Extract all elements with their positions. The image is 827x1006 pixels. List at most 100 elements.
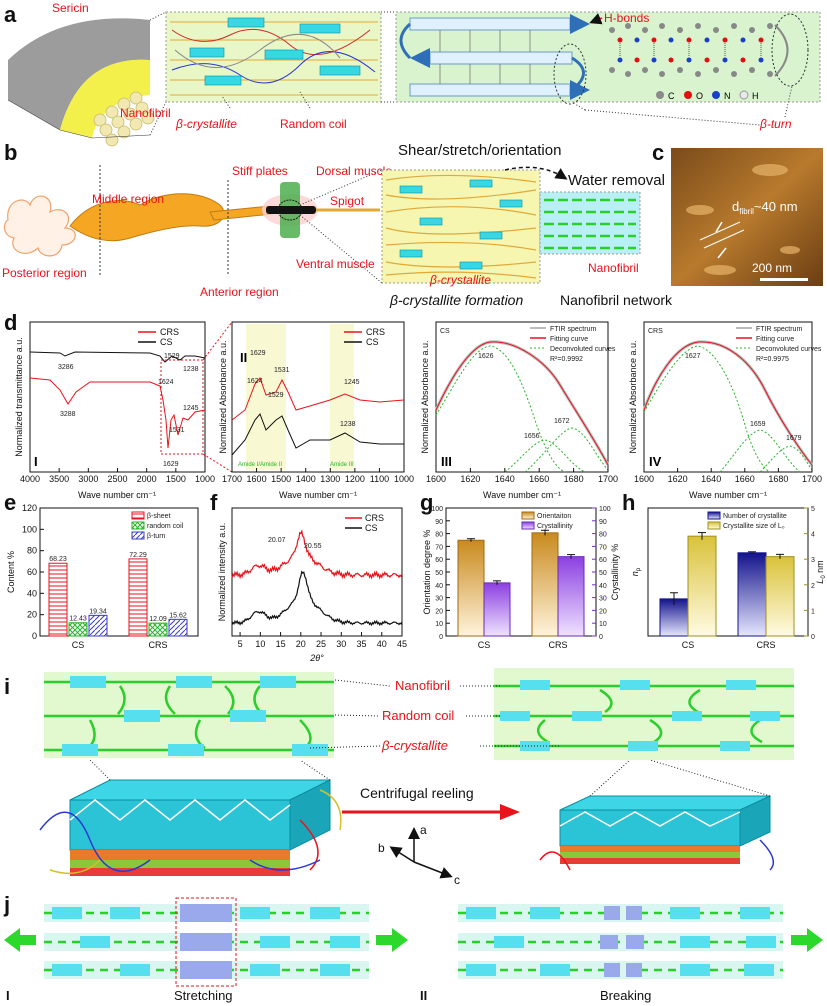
peak-label-cs-f: 20.55 [304,543,322,550]
f-x-tick-label: 30 [336,639,346,649]
roman-j1: I [6,988,10,1003]
stretching-diagram [4,897,408,987]
bar-e-CRS-0 [128,558,148,637]
curve-cs-f [231,570,403,627]
atom-c-label: C [668,91,675,101]
ann-d1-2: 1529 [164,353,180,360]
peak-d3-1: 1656 [524,433,540,440]
panel-letter-d: d [4,310,17,335]
ann-d1-0: 3286 [58,364,74,371]
legend-cs-f: CS [365,523,378,533]
ylabel-left-h: np [630,567,642,576]
atom-h-dot [739,90,749,100]
label-breaking: Breaking [600,988,651,1003]
chart-h-frame [647,507,809,637]
legend-e-1: random coil [147,523,184,530]
legend-crs-f: CRS [365,513,384,523]
beta-crystallite-blocks [189,17,361,86]
label-ventral: Ventral muscle [296,257,375,271]
arrow-right-j2 [791,928,823,952]
xlabel-d2: Wave number cm⁻¹ [279,490,357,500]
ann-d1-5: 1245 [183,405,199,412]
label-posterior: Posterior region [2,266,87,280]
arrow-right-j1 [376,928,408,952]
d1-x-tick-label: 4000 [20,474,40,484]
d4-x-tick-label: 1680 [768,474,788,484]
label-network: Nanofibril network [560,292,673,308]
curve-crs-f [231,529,403,580]
roman-d3: III [441,454,452,469]
bar-g-CRS-1 [557,556,585,637]
d1-x-tick-label: 3500 [49,474,69,484]
r2-d3: R²=0.9992 [550,356,583,363]
network-fibrils [544,198,636,250]
panel-b: b Posterior region Middle region Anterio… [2,140,673,308]
bar-h-CS-1 [687,535,717,637]
d3-x-tick-label: 1640 [495,474,515,484]
legend-g-0: Orientaiton [537,513,571,520]
panel-letter-e: e [4,490,16,515]
chart-d3: CS FTIR spectrum Fitting curve Deconvolu… [420,321,618,500]
afm-image [671,148,823,286]
g-yr-tick-label: 20 [599,608,607,615]
e-y-tick-label: 20 [27,610,37,620]
f-x-tick-label: 40 [377,639,387,649]
e-y-tick-label: 120 [22,503,37,513]
legend-crs-d2: CRS [366,327,385,337]
d2-x-tick-label: 1400 [296,474,316,484]
stiff-plate [266,206,316,214]
atom-legend: C O N H [656,90,759,101]
legend-h-1: Crystallite size of L₀ [723,523,785,530]
band-amide-d2: Amide I/Amide II [238,462,282,468]
posterior-gland-shape [3,195,76,257]
ylabel-d4: Normalized Absorbance a.u. [628,340,638,453]
ylabel-right-g: Crystallinity % [610,544,620,601]
curve-deconv2-d3 [504,439,586,473]
bar-e-CRS-2 [168,618,188,637]
d2-x-tick-label: 1500 [271,474,291,484]
f-x-tick-label: 20 [296,639,306,649]
value-label-e: 72.29 [129,552,147,559]
e-y-tick-label: 0 [32,631,37,641]
ann-d2-4: 1245 [344,379,360,386]
h-yr-tick-label: 2 [811,583,815,590]
atom-c-dot [656,91,664,99]
ylabel-f: Normalized intensity a.u. [217,523,227,622]
peak-d3-0: 1626 [478,353,494,360]
panel-letter-i: i [4,674,10,699]
atom-h-label: H [752,91,759,101]
bar-e-CS-2 [88,614,108,637]
d2-x-tick-label: 1200 [345,474,365,484]
label-nanofibril-b: Nanofibril [588,261,639,275]
ann-d1-1: 3288 [60,411,76,418]
axis-b: b [378,841,385,855]
label-beta-crystallite-a2: β-crystallite [175,117,237,131]
f-x-tick-label: 25 [316,639,326,649]
atom-n-dot [712,91,720,99]
h-yr-tick-label: 0 [811,634,815,641]
curve-cs-d2 [231,413,404,456]
curve-fit-d3 [435,341,609,466]
ylabel-right-h: L0 nm [815,560,827,583]
label-nanofibril-i: Nanofibril [395,678,450,693]
h-yr-tick-label: 1 [811,608,815,615]
cat-label-e: CS [72,640,85,650]
h-yr-tick-label: 5 [811,506,815,513]
d2-x-tick-label: 1300 [320,474,340,484]
g-yr-tick-label: 70 [599,544,607,551]
crystal-block-right [539,795,775,871]
d1-x-tick-label: 2500 [107,474,127,484]
e-y-tick-label: 100 [22,524,37,534]
legend-h-0: Number of crystallite [723,513,787,520]
ann-d1-6: 1531 [169,427,185,434]
g-yl-tick-label: 10 [435,621,443,628]
label-dorsal: Dorsal muscle [316,164,392,178]
xlabel-d4: Wave number cm⁻¹ [689,490,767,500]
panel-d: d CRS CS 3286 3288 1529 1624 1238 1245 1… [4,310,822,500]
chart-d2: CRS CS 1629 1531 1624 1529 1245 1238 Ami… [218,321,414,500]
label-stretching: Stretching [174,988,233,1003]
legend-deconv-d3: Deconvoluted curves [550,346,616,353]
panel-letter-f: f [210,490,218,515]
panel-letter-g: g [420,490,433,515]
bar-g-CRS-0 [531,532,559,637]
